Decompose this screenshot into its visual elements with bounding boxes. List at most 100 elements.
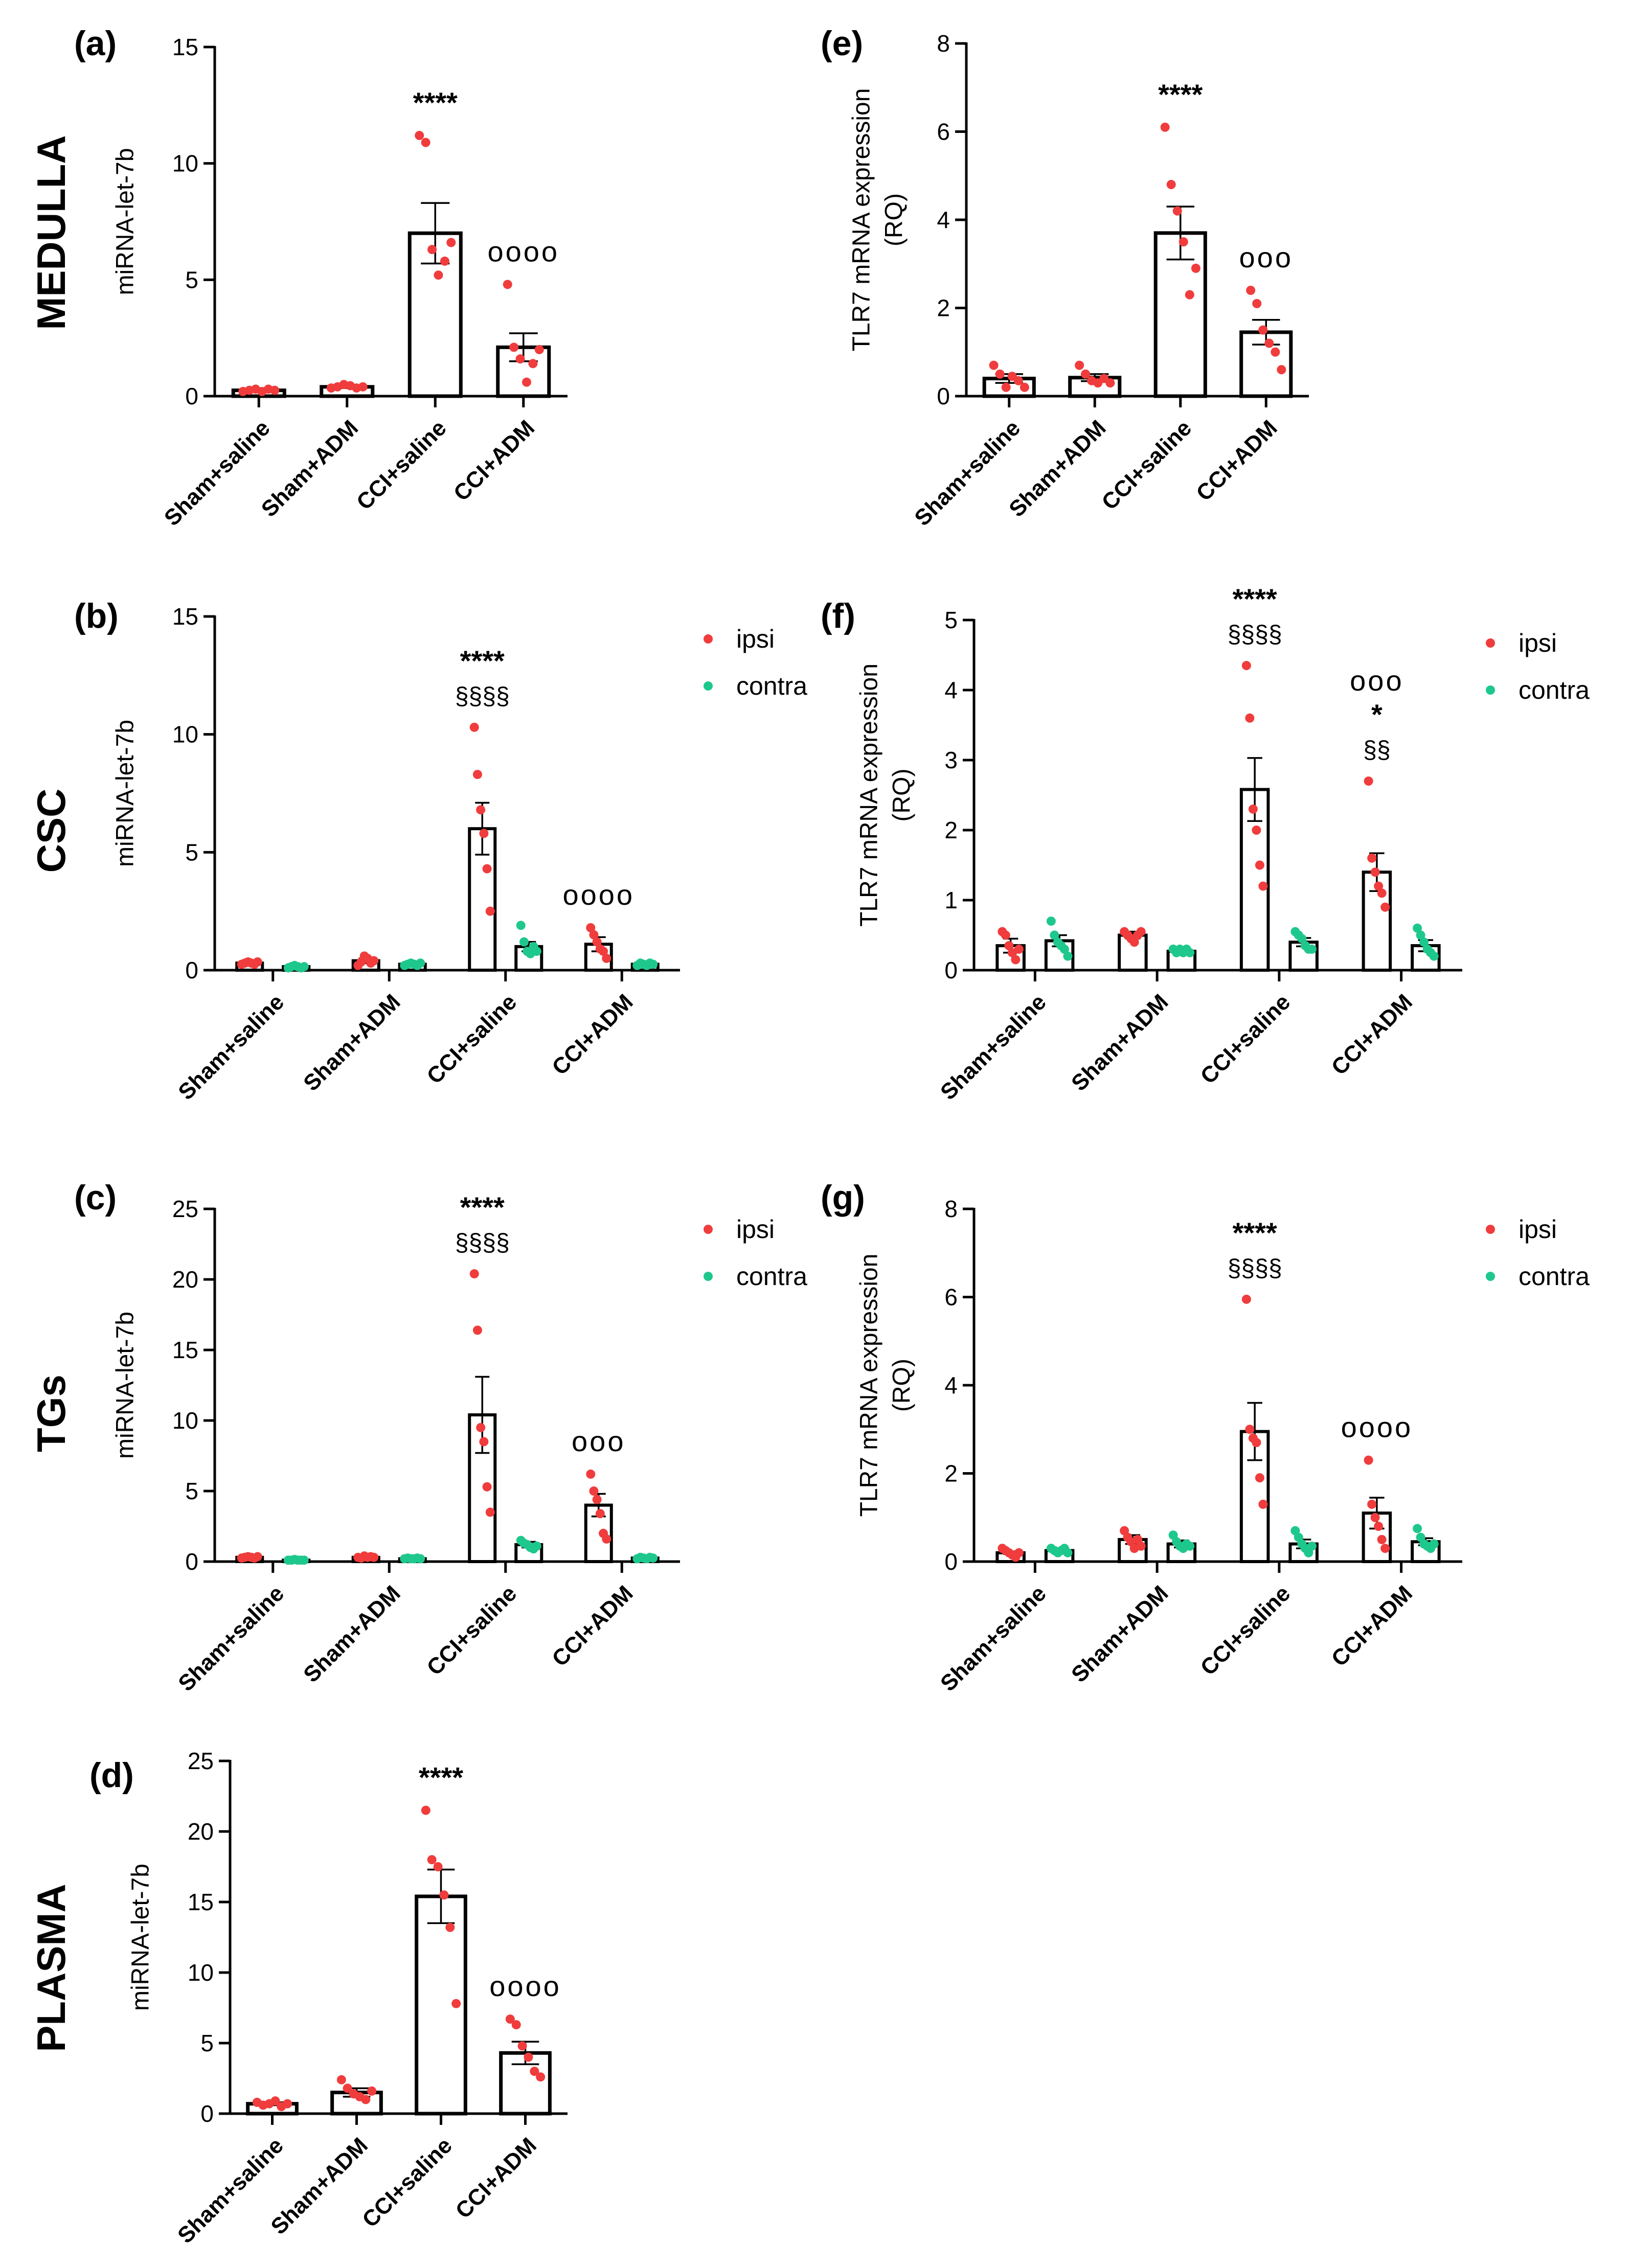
data-point-g-ipsi-3-0: [1364, 1455, 1373, 1465]
legend-marker-b-ipsi: [704, 634, 713, 644]
data-point-c-contra-3-5: [648, 1553, 658, 1563]
panel-label-f: (f): [821, 597, 855, 635]
data-point-g-ipsi-3-1: [1367, 1499, 1377, 1509]
data-point-d-ipsi-3-4: [530, 2067, 539, 2076]
data-point-a-ipsi-3-0: [503, 280, 512, 289]
panel-c: (c) miRNA-let-7b 0 5 10 15 20 25 Sham+saline Sham…: [74, 1178, 807, 1696]
x-tick-label-b-2: CCI+saline: [422, 990, 522, 1089]
data-point-f-ipsi-0-5: [1014, 944, 1024, 954]
data-point-b-ipsi-2-4: [482, 864, 492, 874]
panel-label-g: (g): [821, 1178, 865, 1217]
significance-g-3-0: oooo: [1341, 1411, 1413, 1444]
legend-marker-g-ipsi: [1486, 1225, 1495, 1234]
data-point-c-ipsi-2-0: [469, 1269, 479, 1278]
data-point-g-ipsi-2-4: [1255, 1473, 1264, 1483]
data-point-d-ipsi-1-1: [343, 2083, 352, 2093]
data-point-f-ipsi-2-1: [1245, 713, 1255, 723]
y-axis-label-c: miRNA-let-7b: [112, 1312, 139, 1459]
data-point-e-ipsi-2-1: [1166, 180, 1176, 189]
data-point-b-contra-3-5: [648, 959, 658, 969]
legend-label-g-contra: contra: [1519, 1262, 1590, 1291]
data-point-b-ipsi-3-0: [586, 923, 596, 932]
y-tick-label-c-10: 10: [172, 1407, 198, 1434]
panel-e: (e) TLR7 mRNA expression (RQ) 0 2 4 6 8 Sham+sal…: [821, 24, 1309, 531]
significance-f-3-0: ooo: [1350, 665, 1403, 697]
data-point-b-ipsi-2-5: [485, 906, 495, 916]
y-axis-label-a: miRNA-let-7b: [112, 148, 139, 295]
significance-f-3-1: *: [1371, 698, 1383, 730]
data-point-f-ipsi-2-0: [1241, 661, 1251, 671]
x-tick-label-c-1: Sham+ADM: [299, 1581, 405, 1687]
data-point-a-ipsi-3-2: [515, 354, 525, 364]
data-point-f-ipsi-2-3: [1252, 826, 1261, 835]
data-point-g-ipsi-2-5: [1258, 1499, 1268, 1509]
data-point-f-contra-3-1: [1416, 930, 1425, 940]
data-point-e-ipsi-3-0: [1246, 286, 1256, 295]
data-point-b-ipsi-3-5: [602, 953, 611, 963]
significance-e-3-0: ooo: [1239, 241, 1293, 273]
y-axis-label-g-line2: (RQ): [889, 1359, 916, 1412]
data-point-b-contra-2-5: [532, 947, 541, 956]
y-tick-label-a-5: 5: [185, 266, 198, 293]
data-point-f-ipsi-0-2: [1004, 941, 1014, 951]
panel-label-c: (c): [74, 1178, 117, 1217]
significance-d-3-0: oooo: [489, 1970, 561, 2002]
data-point-f-ipsi-3-4: [1377, 888, 1387, 898]
significance-f-3-2: §§: [1363, 737, 1390, 764]
data-point-c-ipsi-3-1: [589, 1486, 599, 1496]
data-point-f-ipsi-1-5: [1136, 927, 1146, 936]
y-tick-label-d-0: 0: [200, 2100, 214, 2127]
data-point-d-ipsi-3-1: [511, 2020, 521, 2030]
data-point-e-ipsi-2-2: [1172, 206, 1182, 216]
y-axis-label-f-line1: TLR7 mRNA expression: [856, 663, 883, 927]
significance-a-2-0: ****: [413, 86, 458, 119]
data-point-a-ipsi-2-3: [434, 270, 443, 280]
panel-f: (f) TLR7 mRNA expression (RQ) 0 1 2 3 4 5 Sham+sa…: [821, 583, 1590, 1105]
data-point-c-ipsi-3-2: [592, 1495, 602, 1504]
data-point-g-ipsi-2-1: [1245, 1425, 1255, 1434]
data-point-b-ipsi-2-0: [469, 722, 479, 732]
y-tick-label-a-0: 0: [185, 383, 198, 409]
data-point-g-contra-1-5: [1185, 1541, 1195, 1551]
legend-label-g-ipsi: ipsi: [1519, 1215, 1557, 1244]
data-point-f-ipsi-1-3: [1129, 937, 1139, 947]
legend-label-f-ipsi: ipsi: [1519, 629, 1557, 657]
data-point-e-ipsi-0-1: [995, 369, 1005, 379]
data-point-b-contra-1-5: [416, 958, 425, 968]
panel-d: (d)miRNA-let-7b0510152025Sham+salineSham…: [89, 1748, 568, 2248]
data-point-b-ipsi-3-4: [599, 947, 608, 956]
panel-label-d: (d): [89, 1756, 134, 1795]
x-tick-label-b-1: Sham+ADM: [299, 990, 405, 1096]
data-point-d-ipsi-1-4: [361, 2095, 371, 2104]
y-axis-label-e-line1: TLR7 mRNA expression: [848, 88, 875, 352]
y-tick-label-d-5: 5: [200, 2030, 214, 2056]
y-tick-label-d-15: 15: [188, 1889, 214, 1915]
data-point-e-ipsi-2-0: [1160, 122, 1170, 132]
y-tick-label-c-15: 15: [172, 1337, 198, 1363]
x-tick-label-d-0: Sham+saline: [173, 2133, 288, 2249]
data-point-e-ipsi-0-5: [1020, 382, 1029, 392]
data-point-d-ipsi-3-5: [536, 2072, 546, 2082]
data-point-a-ipsi-3-3: [522, 377, 531, 387]
data-point-d-ipsi-0-3: [270, 2096, 280, 2106]
data-point-b-ipsi-2-1: [472, 770, 482, 780]
panel-a: (a)miRNA-let-7b051015Sham+salineSham+ADM…: [74, 24, 568, 531]
y-tick-label-e-2: 2: [937, 295, 950, 322]
row-label-medulla: MEDULLA: [29, 135, 74, 330]
legend-marker-b-contra: [704, 681, 713, 691]
data-point-b-contra-0-5: [299, 962, 309, 972]
data-point-a-ipsi-3-5: [534, 345, 544, 354]
y-tick-label-f-0: 0: [944, 957, 958, 983]
data-point-c-ipsi-2-2: [476, 1423, 486, 1432]
panel-label-a: (a): [74, 24, 117, 63]
y-tick-label-e-8: 8: [937, 30, 950, 57]
y-tick-label-d-25: 25: [188, 1748, 214, 1774]
x-tick-label-e-2: CCI+saline: [1097, 416, 1196, 515]
y-tick-label-e-6: 6: [937, 119, 950, 145]
data-point-c-ipsi-3-5: [602, 1534, 611, 1544]
data-point-c-ipsi-3-3: [595, 1509, 605, 1519]
x-tick-label-d-3: CCI+ADM: [451, 2133, 541, 2224]
x-tick-label-d-2: CCI+saline: [357, 2133, 457, 2233]
x-tick-label-e-3: CCI+ADM: [1191, 416, 1282, 506]
x-tick-label-g-1: Sham+ADM: [1067, 1581, 1173, 1687]
